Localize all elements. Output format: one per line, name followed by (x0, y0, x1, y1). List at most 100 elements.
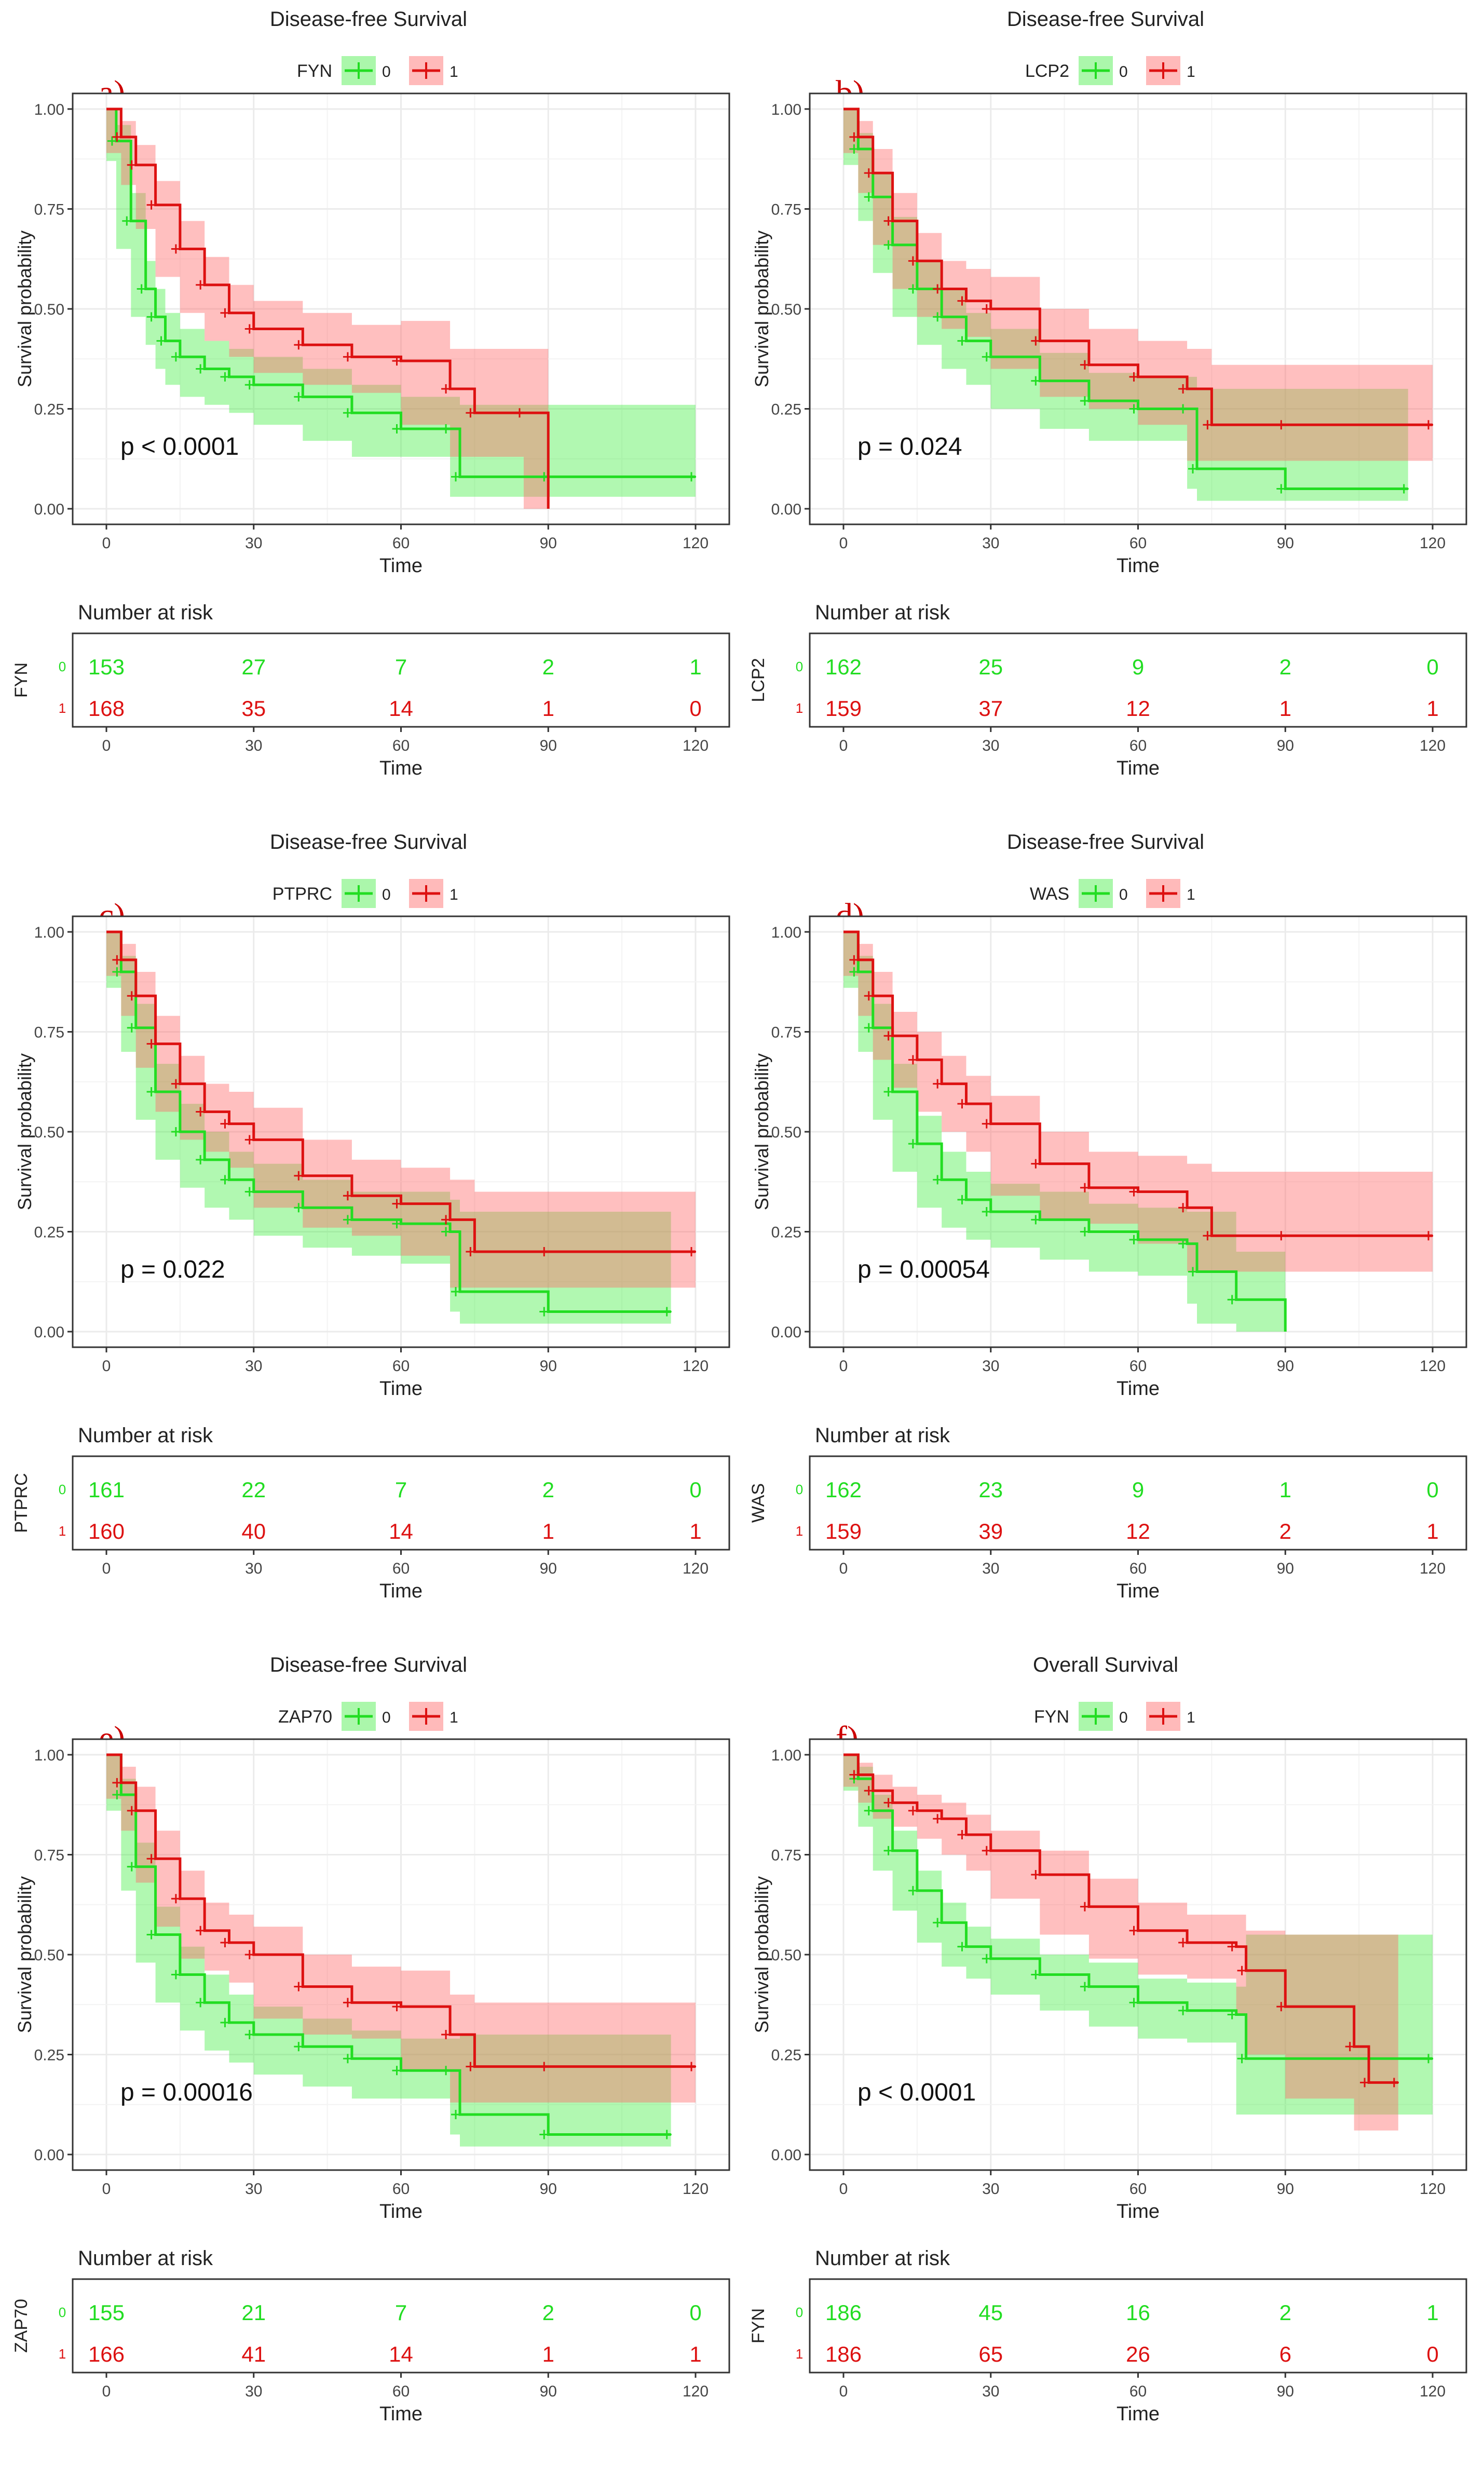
risk-count: 2 (542, 655, 554, 679)
risk-x-tick-label: 120 (1420, 2383, 1446, 2400)
risk-row-label: 1 (59, 1523, 66, 1539)
risk-x-tick-label: 90 (540, 1560, 557, 1577)
risk-count: 2 (542, 2300, 554, 2325)
x-axis-label: Time (379, 1378, 423, 1400)
censor-mark-group-1 (849, 1770, 859, 1780)
censor-mark-group-0 (244, 2030, 254, 2039)
x-tick-label: 90 (540, 2180, 557, 2198)
risk-x-tick-label: 0 (839, 1560, 848, 1577)
y-tick-label: 0.75 (34, 1847, 64, 1864)
censor-mark-group-1 (466, 1247, 475, 1256)
censor-mark-group-0 (343, 408, 352, 418)
risk-count: 1 (689, 1519, 701, 1543)
chart-title: Disease-free Survival (270, 831, 467, 853)
y-tick-label: 0.25 (771, 1224, 801, 1241)
risk-row-label: 0 (59, 1482, 66, 1497)
censor-mark-group-0 (883, 1087, 893, 1096)
y-tick-label: 0.00 (771, 2147, 801, 2164)
censor-mark-group-1 (220, 1119, 230, 1129)
risk-strata-label: FYN (748, 2308, 768, 2343)
survival-curve-group-0 (106, 930, 671, 1313)
censor-mark-group-0 (982, 1954, 991, 1963)
legend-title: ZAP70 (278, 1707, 332, 1727)
censor-mark-group-1 (244, 324, 254, 334)
censor-mark-group-1 (1031, 1870, 1041, 1879)
risk-x-axis-label: Time (379, 1580, 423, 1602)
censor-mark-group-0 (294, 1203, 304, 1213)
y-tick-label: 1.00 (34, 1747, 64, 1764)
risk-count: 160 (88, 1519, 125, 1543)
censor-mark-group-1 (392, 1199, 402, 1209)
censor-mark-group-1 (1424, 1231, 1433, 1241)
risk-x-tick-label: 0 (102, 2383, 111, 2400)
censor-mark-group-0 (196, 1998, 206, 2008)
survival-panel: Overall Survival FYN 0 1 f) 0.00 0.25 0.50 0.75 1… (737, 1646, 1474, 2466)
legend-label-0: 0 (1119, 1709, 1128, 1726)
confidence-band-group-0 (106, 1755, 671, 2147)
y-tick-label: 0.00 (34, 1324, 64, 1341)
censor-mark-group-1 (982, 1846, 991, 1855)
p-value: p = 0.022 (120, 1256, 225, 1283)
censor-mark-group-0 (1178, 1239, 1188, 1249)
censor-mark-group-1 (957, 1099, 967, 1109)
censor-mark-group-0 (451, 1287, 460, 1296)
censor-mark-group-0 (1188, 1267, 1197, 1277)
censor-mark-group-0 (1227, 1295, 1237, 1305)
risk-table-title: Number at risk (815, 601, 950, 624)
risk-x-tick-label: 60 (1129, 737, 1147, 754)
censor-mark-group-1 (864, 1786, 874, 1796)
p-value: p = 0.024 (857, 433, 962, 460)
x-tick-label: 0 (102, 535, 111, 552)
risk-count: 1 (1426, 2300, 1438, 2325)
risk-count: 1 (1426, 1519, 1438, 1543)
x-tick-label: 30 (982, 1358, 999, 1375)
censor-mark-group-1 (112, 955, 122, 965)
censor-mark-group-0 (1178, 404, 1188, 414)
confidence-band-group-0 (106, 932, 671, 1324)
risk-x-tick-label: 30 (982, 1560, 999, 1577)
legend-title: FYN (1034, 1707, 1069, 1727)
x-axis-label: Time (379, 555, 423, 577)
x-tick-label: 120 (1420, 1358, 1446, 1375)
censor-mark-group-0 (107, 136, 117, 146)
censor-mark-group-0 (933, 1918, 943, 1928)
censor-mark-group-1 (171, 1894, 181, 1904)
censor-mark-group-0 (122, 216, 132, 226)
risk-count: 7 (395, 655, 407, 679)
legend-title: LCP2 (1025, 61, 1069, 81)
censor-mark-group-1 (112, 132, 122, 142)
risk-count: 14 (389, 696, 413, 721)
censor-mark-group-1 (146, 1039, 156, 1049)
censor-mark-group-1 (171, 1079, 181, 1089)
risk-count: 2 (542, 1478, 554, 1502)
risk-count: 2 (1279, 655, 1291, 679)
risk-count: 159 (825, 1519, 862, 1543)
x-tick-label: 60 (1129, 2180, 1147, 2198)
censor-mark-group-1 (982, 1119, 991, 1129)
risk-count: 37 (978, 696, 1003, 721)
censor-mark-group-0 (137, 284, 146, 294)
censor-mark-group-1 (441, 1215, 451, 1225)
x-tick-label: 60 (1129, 535, 1147, 552)
censor-mark-group-1 (1129, 372, 1139, 382)
censor-mark-group-1 (539, 2062, 549, 2071)
censor-mark-group-1 (1276, 420, 1286, 430)
risk-count: 1 (1279, 696, 1291, 721)
x-tick-label: 90 (1277, 535, 1294, 552)
y-tick-label: 0.75 (771, 1024, 801, 1041)
censor-mark-group-1 (883, 216, 893, 226)
y-tick-label: 1.00 (771, 924, 801, 941)
survival-curve-group-1 (843, 1753, 1398, 2084)
risk-count: 161 (88, 1478, 125, 1502)
risk-count: 27 (241, 655, 266, 679)
x-tick-label: 120 (1420, 2180, 1446, 2198)
risk-row-label: 1 (796, 700, 803, 716)
risk-x-tick-label: 0 (839, 2383, 848, 2400)
censor-mark-group-1 (957, 296, 967, 306)
survival-curve-group-0 (106, 107, 696, 478)
censor-mark-group-1 (1424, 420, 1433, 430)
x-tick-label: 120 (683, 535, 709, 552)
censor-mark-group-0 (294, 2042, 304, 2052)
censor-mark-group-0 (957, 336, 967, 346)
